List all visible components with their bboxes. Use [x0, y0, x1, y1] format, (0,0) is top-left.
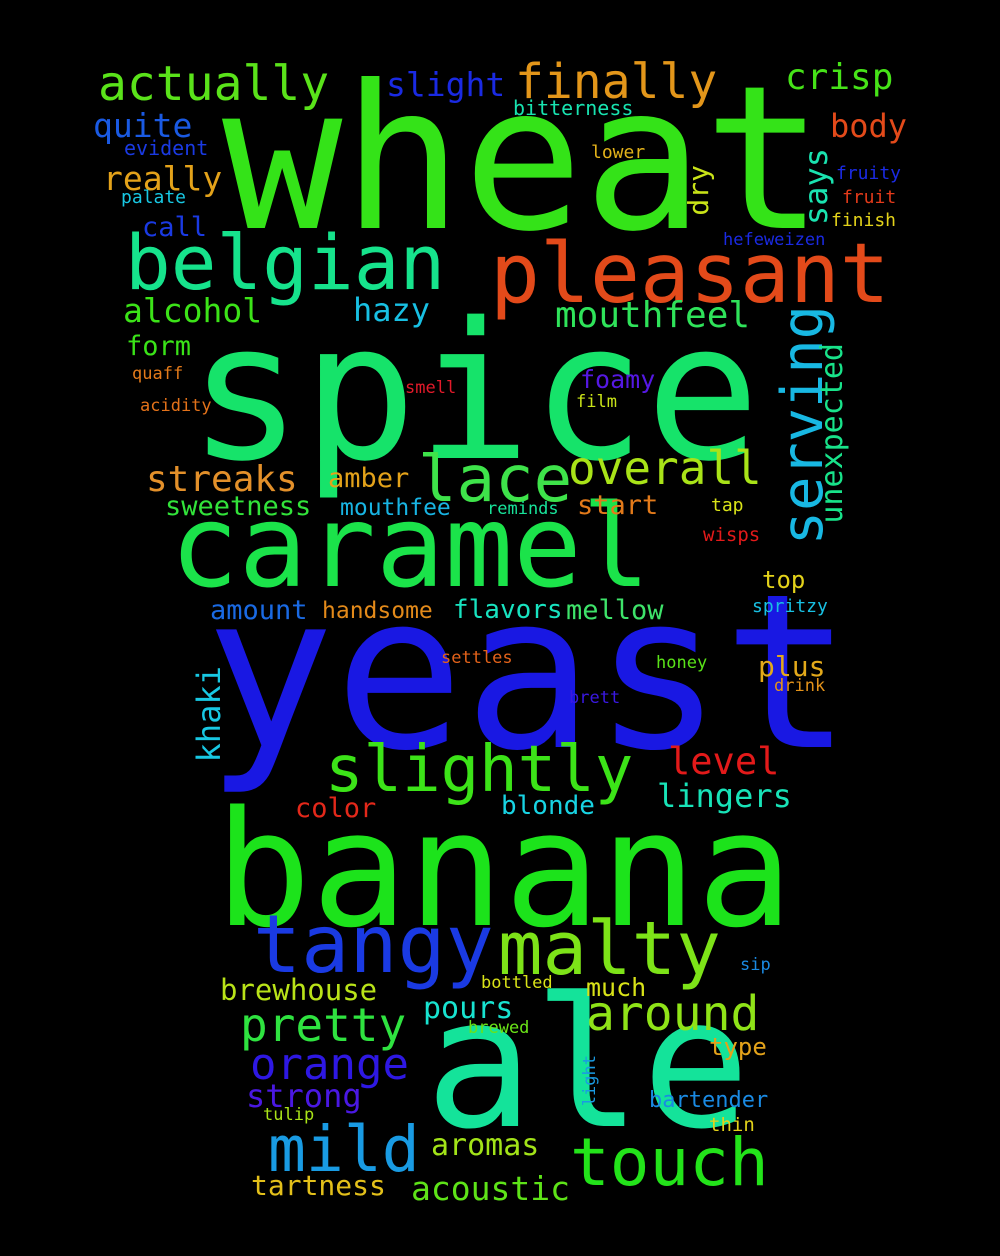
word-start: start: [577, 490, 659, 521]
word-acidity: acidity: [140, 396, 212, 416]
word-khaki: khaki: [190, 666, 228, 763]
word-settles: settles: [441, 648, 513, 668]
word-thin: thin: [709, 1114, 755, 1136]
word-slight: slight: [386, 65, 506, 104]
word-mouthfee: mouthfee: [340, 495, 451, 521]
word-color: color: [295, 793, 377, 824]
word-quaff: quaff: [132, 364, 184, 384]
word-tangy: tangy: [253, 898, 494, 991]
word-mellow: mellow: [566, 595, 664, 626]
word-type: type: [709, 1033, 767, 1061]
word-pretty: pretty: [240, 998, 407, 1052]
word-handsome: handsome: [322, 598, 433, 624]
word-crisp: crisp: [785, 57, 894, 98]
word-finally: finally: [515, 54, 718, 110]
word-malty: malty: [498, 906, 721, 992]
word-much: much: [586, 973, 647, 1002]
word-really: really: [103, 159, 223, 198]
word-streaks: streaks: [146, 459, 298, 500]
word-form: form: [126, 331, 192, 362]
word-around: around: [586, 986, 760, 1042]
word-spice: spice: [188, 282, 760, 503]
word-plus: plus: [758, 650, 826, 683]
word-sip: sip: [740, 955, 771, 975]
word-says: says: [797, 148, 835, 226]
word-foamy: foamy: [580, 365, 656, 394]
word-strong: strong: [246, 1077, 362, 1115]
word-quite: quite: [93, 106, 193, 145]
word-alcohol: alcohol: [123, 291, 263, 330]
word-caramel: caramel: [170, 480, 651, 613]
word-bottled: bottled: [481, 973, 553, 993]
word-bitterness: bitterness: [513, 96, 634, 120]
word-orange: orange: [250, 1039, 409, 1090]
word-mild: mild: [268, 1113, 420, 1186]
word-brewhouse: brewhouse: [220, 973, 378, 1007]
word-honey: honey: [656, 653, 708, 673]
word-mouthfeel: mouthfeel: [555, 295, 751, 336]
word-unexpected: unexpected: [815, 343, 850, 524]
word-brewed: brewed: [468, 1018, 530, 1038]
word-top: top: [762, 566, 806, 594]
word-overall: overall: [568, 441, 762, 495]
word-bartender: bartender: [649, 1088, 769, 1113]
word-palate: palate: [121, 187, 187, 208]
word-reminds: reminds: [487, 499, 559, 519]
word-smell: smell: [405, 378, 457, 398]
word-drink: drink: [774, 676, 826, 696]
word-dry: dry: [682, 165, 715, 216]
word-body: body: [830, 107, 908, 145]
word-fruit: fruit: [842, 187, 897, 208]
word-film: film: [576, 392, 617, 412]
word-banana: banana: [215, 776, 793, 963]
word-level: level: [668, 740, 780, 783]
word-wheat: wheat: [222, 43, 825, 276]
word-touch: touch: [570, 1124, 769, 1201]
word-blonde: blonde: [501, 791, 595, 821]
word-pours: pours: [423, 991, 514, 1026]
word-actually: actually: [98, 56, 330, 112]
word-amber: amber: [328, 463, 410, 494]
word-acoustic: acoustic: [411, 1169, 570, 1208]
word-lingers: lingers: [657, 777, 792, 815]
word-finish: finish: [831, 210, 897, 231]
word-lace: lace: [418, 443, 573, 517]
word-pleasant: pleasant: [490, 225, 890, 322]
word-fruity: fruity: [836, 163, 902, 184]
word-amount: amount: [210, 595, 308, 626]
word-yeast: yeast: [205, 547, 853, 798]
word-ale: ale: [425, 960, 751, 1169]
word-brett: brett: [569, 688, 621, 708]
word-slightly: slightly: [325, 733, 634, 807]
word-light: light: [580, 1055, 600, 1107]
word-belgian: belgian: [125, 218, 446, 307]
word-evident: evident: [124, 136, 209, 160]
word-hefeweizen: hefeweizen: [723, 230, 826, 250]
word-tap: tap: [711, 495, 744, 516]
word-flavors: flavors: [453, 595, 563, 625]
word-hazy: hazy: [353, 291, 431, 329]
word-spritzy: spritzy: [752, 596, 828, 617]
word-lower: lower: [591, 142, 646, 163]
word-call: call: [142, 212, 208, 243]
word-tartness: tartness: [251, 1169, 386, 1202]
word-aromas: aromas: [431, 1128, 540, 1163]
word-tulip: tulip: [263, 1105, 315, 1125]
word-wisps: wisps: [703, 524, 761, 546]
word-sweetness: sweetness: [165, 491, 312, 522]
